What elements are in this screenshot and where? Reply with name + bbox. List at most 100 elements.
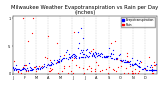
Point [111,69,114,70]
Point [75,57,78,59]
Point [49,67,51,68]
Point [71,56,74,58]
Point [111,58,113,59]
Point [61,70,63,72]
Point [63,57,66,59]
Point [139,60,141,62]
Point [99,70,101,72]
Point [141,68,144,69]
Point [122,60,124,61]
Point [68,65,70,67]
Point [112,58,115,59]
Point [152,72,154,74]
Point [108,48,110,49]
Point [120,65,123,67]
Point [43,65,46,66]
Point [94,51,96,53]
Point [31,69,33,70]
Point [13,69,16,71]
Point [67,58,70,59]
Point [101,56,103,58]
Point [30,70,32,71]
Point [144,69,147,70]
Point [21,68,23,69]
Point [13,68,15,70]
Point [15,65,17,66]
Point [105,56,107,57]
Point [66,49,68,51]
Point [151,70,153,71]
Point [44,66,47,67]
Point [82,49,84,51]
Point [24,70,27,71]
Point [51,62,53,63]
Point [91,54,93,56]
Point [129,66,131,67]
Point [72,54,74,55]
Point [125,67,127,69]
Point [129,63,131,65]
Point [118,60,121,61]
Point [110,53,113,55]
Point [115,70,117,72]
Point [124,62,127,63]
Point [95,61,97,62]
Point [56,42,58,44]
Point [32,69,35,70]
Point [24,64,26,65]
Point [80,49,83,50]
Point [88,51,90,53]
Point [84,56,86,57]
Point [41,67,44,68]
Point [55,62,57,64]
Point [119,54,121,55]
Point [12,67,14,68]
Point [92,55,95,56]
Point [14,70,17,71]
Point [29,69,31,70]
Point [73,31,76,33]
Point [49,70,52,71]
Point [27,71,29,72]
Point [149,67,151,68]
Point [55,61,58,63]
Point [79,52,82,53]
Point [90,55,93,57]
Point [78,43,81,44]
Point [58,61,60,62]
Point [123,73,125,74]
Point [98,53,101,55]
Point [27,69,29,70]
Point [62,67,65,69]
Point [154,64,156,66]
Point [34,65,37,67]
Point [37,67,40,68]
Point [118,55,121,56]
Point [70,71,72,72]
Point [19,69,22,70]
Point [42,64,45,65]
Point [150,65,152,66]
Point [144,68,147,69]
Point [106,56,109,58]
Point [120,61,122,62]
Point [83,73,85,74]
Point [76,32,79,33]
Point [70,55,72,56]
Point [112,54,114,55]
Point [86,68,89,70]
Point [124,60,126,61]
Point [131,57,134,59]
Point [75,64,78,65]
Point [110,58,112,59]
Point [72,53,75,54]
Point [94,56,96,57]
Point [45,58,48,59]
Point [62,54,65,55]
Point [77,48,80,49]
Point [22,69,24,70]
Point [143,69,146,70]
Point [90,50,93,51]
Point [36,68,39,70]
Point [129,60,132,62]
